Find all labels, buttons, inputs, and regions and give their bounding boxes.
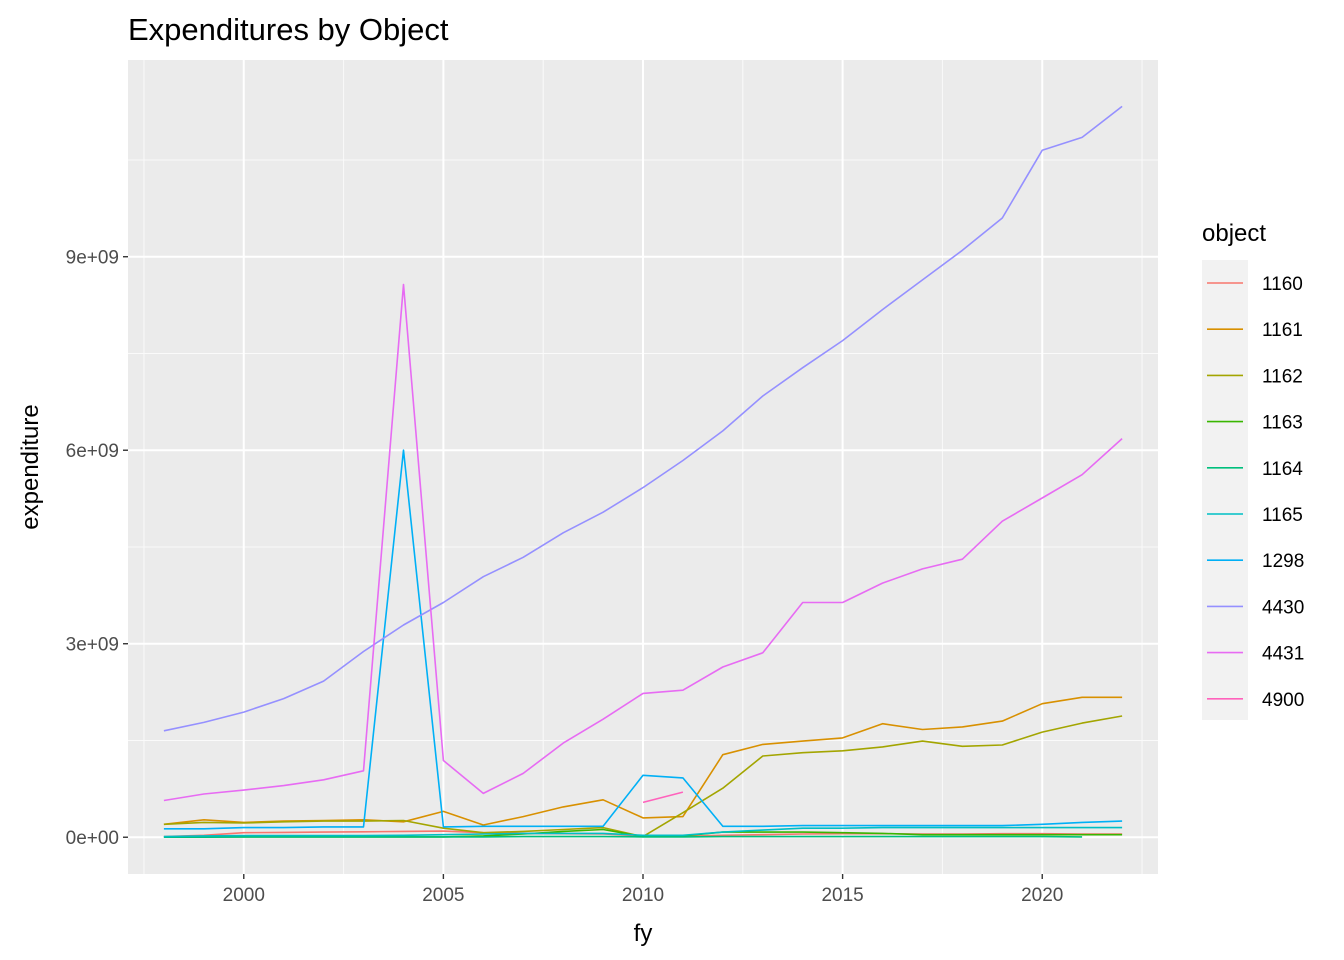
series-line-4430 bbox=[163, 105, 1123, 732]
series-lines bbox=[163, 105, 1123, 839]
legend-label-4430: 4430 bbox=[1262, 597, 1304, 618]
x-tick-label: 2020 bbox=[1021, 885, 1063, 906]
x-tick-label: 2010 bbox=[622, 885, 664, 906]
legend-key-background bbox=[1202, 260, 1248, 720]
series-line-4900 bbox=[642, 791, 684, 804]
x-tick-label: 2005 bbox=[422, 885, 464, 906]
series-line-1165 bbox=[163, 826, 1123, 838]
legend-items: 1160 1161 1162 1163 1164 1165 1298 4430 4431 4900 bbox=[1207, 274, 1304, 711]
y-tick-label: 3e+09 bbox=[66, 635, 119, 656]
y-tick-label: 9e+09 bbox=[66, 248, 119, 269]
legend: object 1160 1161 1162 1163 1164 1165 1298 4430 4… bbox=[1202, 220, 1304, 720]
legend-title: object bbox=[1202, 220, 1266, 247]
legend-label-4431: 4431 bbox=[1262, 644, 1304, 665]
legend-label-4900: 4900 bbox=[1262, 690, 1304, 711]
legend-label-1165: 1165 bbox=[1262, 505, 1303, 526]
x-tick-label: 2015 bbox=[821, 885, 863, 906]
legend-label-1160: 1160 bbox=[1262, 274, 1303, 295]
chart-title: Expenditures by Object bbox=[128, 12, 449, 47]
x-axis: 2000 2005 2010 2015 2020 bbox=[223, 874, 1063, 906]
y-axis: 0e+00 3e+09 6e+09 9e+09 bbox=[66, 248, 128, 849]
legend-label-1163: 1163 bbox=[1262, 413, 1303, 434]
x-tick-label: 2000 bbox=[223, 885, 265, 906]
series-line-1164 bbox=[163, 835, 1083, 839]
series-line-1298 bbox=[163, 449, 1123, 830]
legend-label-1298: 1298 bbox=[1262, 551, 1304, 572]
legend-label-1164: 1164 bbox=[1262, 459, 1303, 480]
legend-label-1161: 1161 bbox=[1262, 320, 1303, 341]
y-axis-title: expenditure bbox=[17, 404, 44, 529]
series-line-4431 bbox=[163, 283, 1123, 802]
y-tick-label: 6e+09 bbox=[66, 441, 119, 462]
legend-label-1162: 1162 bbox=[1262, 366, 1303, 387]
x-axis-title: fy bbox=[634, 920, 653, 947]
y-tick-label: 0e+00 bbox=[66, 828, 119, 849]
